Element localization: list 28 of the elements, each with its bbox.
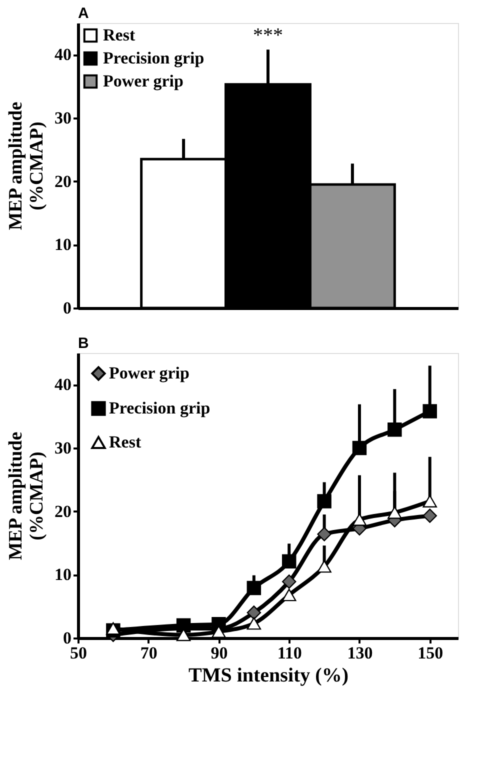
y-tick-label: 20 [54, 502, 72, 521]
y-axis-title: MEP amplitude (%CMAP) [6, 432, 48, 560]
legend-label: Power grip [103, 72, 184, 90]
chart-title: A [78, 5, 89, 22]
x-tick-label: 90 [210, 644, 228, 662]
x-tick-label: 150 [418, 644, 444, 662]
x-tick-label: 70 [140, 644, 158, 662]
y-tick-label: 10 [54, 565, 72, 584]
legend-label: Power grip [109, 364, 190, 382]
legend-label: Precision grip [109, 398, 210, 418]
y-tick-label: 30 [54, 438, 72, 458]
y-tick-label: 40 [54, 45, 72, 64]
x-axis-title: TMS intensity (%) [188, 664, 348, 686]
legend-label: Rest [109, 432, 142, 452]
y-tick-label: 0 [63, 628, 72, 648]
y-tick-label: 30 [54, 108, 72, 128]
x-tick-label: 50 [70, 644, 87, 662]
y-tick-label: 10 [54, 235, 72, 254]
x-tick-label: 110 [277, 644, 302, 662]
y-tick-label: 40 [54, 375, 72, 394]
annotation: *** [253, 24, 283, 47]
legend-label: Rest [103, 26, 136, 44]
y-tick-label: 0 [63, 298, 72, 318]
chart-title: B [78, 335, 89, 352]
y-axis-title: MEP amplitude (%CMAP) [6, 102, 48, 230]
legend-label: Precision grip [103, 48, 204, 68]
y-tick-label: 20 [54, 172, 72, 191]
x-tick-label: 130 [347, 644, 373, 662]
